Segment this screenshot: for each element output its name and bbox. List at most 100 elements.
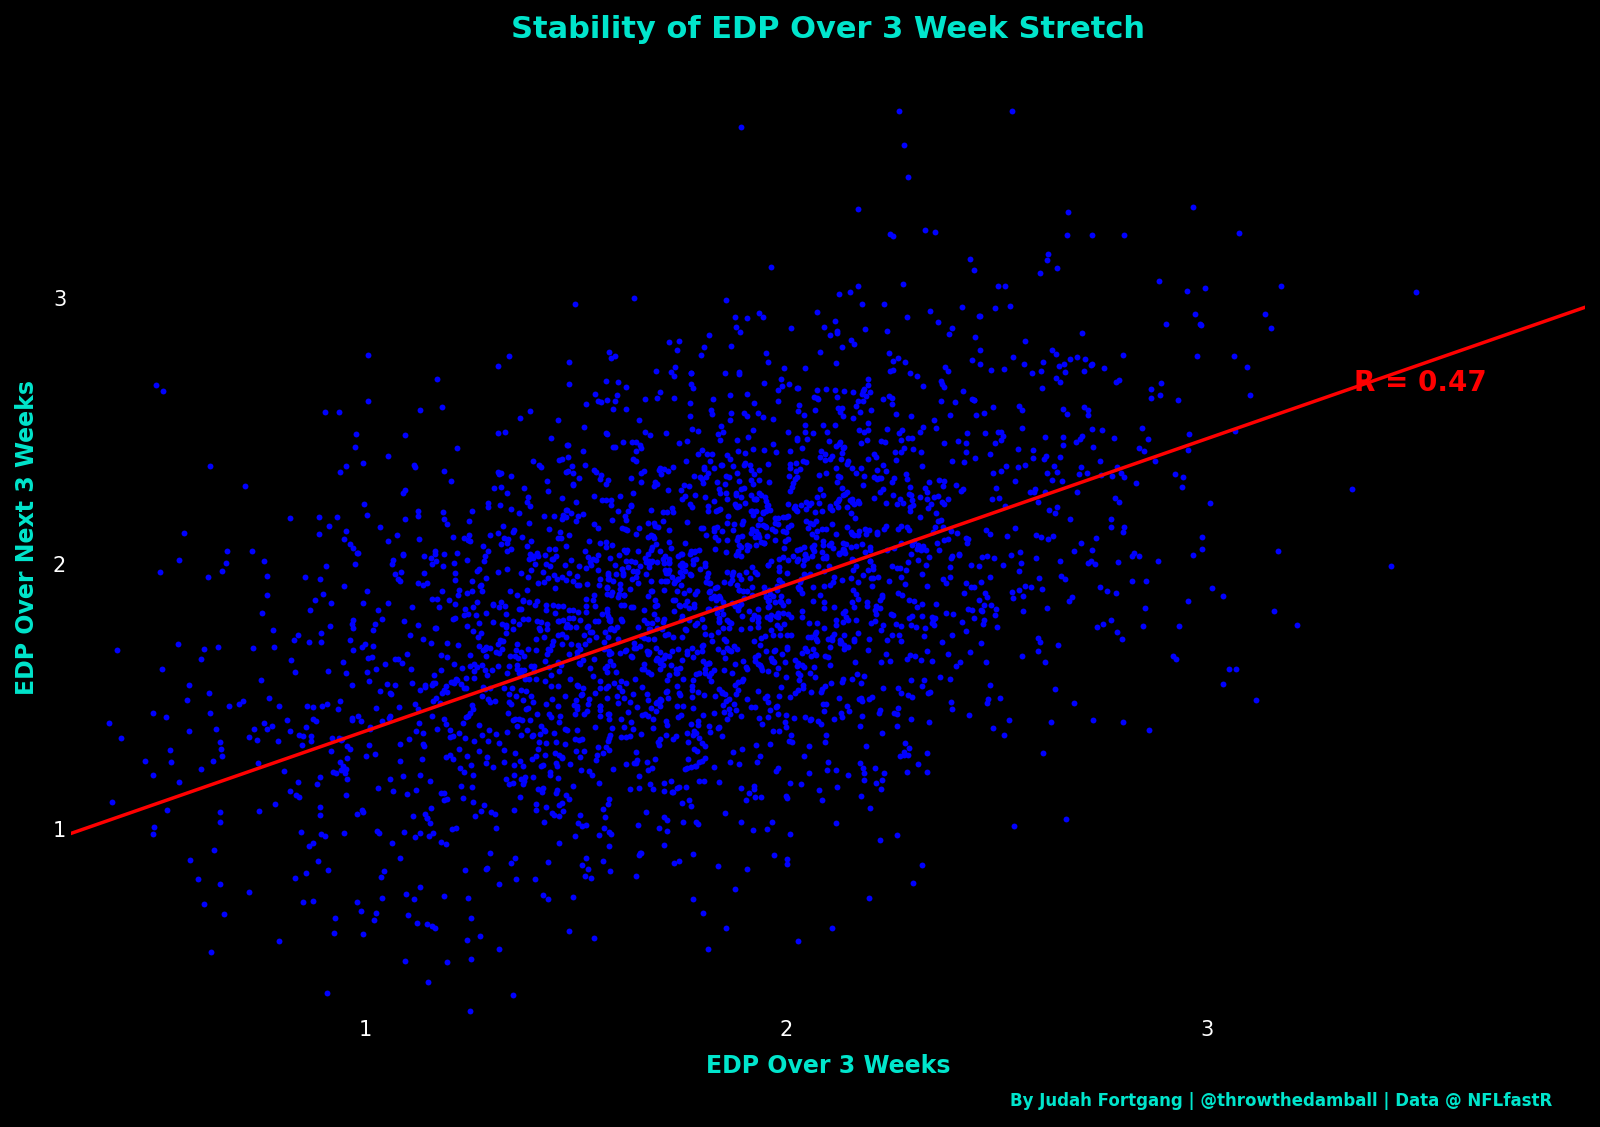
Point: [856, 414, 882, 432]
Point: [696, 724, 722, 742]
Point: [1005, 441, 1030, 459]
Point: [784, 462, 810, 480]
Point: [554, 463, 579, 481]
Point: [677, 496, 702, 514]
Point: [638, 551, 664, 569]
Point: [938, 671, 963, 689]
Point: [659, 498, 685, 516]
Point: [760, 653, 786, 671]
Point: [922, 616, 947, 635]
Point: [408, 681, 434, 699]
Point: [683, 756, 709, 774]
Point: [262, 795, 288, 813]
Point: [546, 677, 571, 695]
Point: [699, 390, 725, 408]
Point: [318, 594, 344, 612]
Point: [656, 689, 682, 707]
Point: [765, 760, 790, 778]
Point: [576, 631, 602, 649]
Point: [520, 727, 546, 745]
Point: [531, 886, 557, 904]
Point: [778, 689, 803, 707]
Point: [333, 456, 358, 474]
Point: [659, 591, 685, 609]
Point: [456, 605, 482, 623]
Point: [594, 533, 619, 551]
Point: [323, 764, 349, 782]
Point: [414, 809, 440, 827]
Point: [565, 636, 590, 654]
Point: [469, 582, 494, 600]
Point: [626, 411, 651, 429]
Point: [904, 597, 930, 615]
Point: [902, 593, 928, 611]
Point: [645, 733, 670, 751]
Point: [1181, 197, 1206, 215]
Point: [454, 931, 480, 949]
Point: [669, 490, 694, 508]
Point: [656, 554, 682, 573]
Point: [613, 400, 638, 418]
Point: [754, 687, 779, 706]
Point: [760, 587, 786, 605]
Point: [1106, 371, 1131, 389]
Point: [808, 683, 834, 701]
Point: [438, 673, 464, 691]
Point: [781, 499, 806, 517]
Point: [366, 779, 392, 797]
Point: [570, 817, 595, 835]
Point: [821, 568, 846, 586]
Point: [480, 662, 506, 680]
Point: [210, 562, 235, 580]
Point: [363, 660, 389, 678]
Point: [1078, 356, 1104, 374]
Point: [862, 447, 888, 465]
Point: [867, 704, 893, 722]
Point: [795, 642, 821, 660]
Point: [725, 431, 750, 449]
Point: [1026, 569, 1051, 587]
Point: [698, 588, 723, 606]
Point: [1259, 319, 1285, 337]
Point: [189, 760, 214, 778]
Point: [501, 620, 526, 638]
Point: [598, 825, 624, 843]
Point: [805, 303, 830, 321]
Point: [594, 603, 619, 621]
Point: [458, 909, 483, 928]
Point: [978, 596, 1003, 614]
Point: [613, 728, 638, 746]
Point: [946, 432, 971, 450]
Point: [618, 551, 643, 569]
Point: [539, 805, 565, 823]
Point: [1029, 579, 1054, 597]
Point: [294, 698, 320, 716]
Point: [454, 584, 480, 602]
Point: [486, 598, 512, 616]
Point: [1403, 284, 1429, 302]
Point: [784, 432, 810, 450]
Point: [552, 735, 578, 753]
Point: [790, 676, 816, 694]
Point: [758, 813, 784, 831]
Point: [472, 547, 498, 565]
Point: [613, 507, 638, 525]
Point: [1098, 611, 1123, 629]
Point: [936, 530, 962, 548]
Point: [659, 628, 685, 646]
Point: [608, 596, 634, 614]
Point: [1051, 355, 1077, 373]
Point: [726, 323, 752, 341]
Point: [819, 540, 845, 558]
Point: [672, 584, 698, 602]
Point: [624, 562, 650, 580]
Point: [494, 560, 520, 578]
Point: [616, 703, 642, 721]
Point: [755, 556, 781, 574]
Point: [896, 746, 922, 764]
Point: [640, 630, 666, 648]
Point: [638, 760, 664, 778]
Point: [677, 394, 702, 412]
Point: [933, 575, 958, 593]
Point: [546, 451, 571, 469]
